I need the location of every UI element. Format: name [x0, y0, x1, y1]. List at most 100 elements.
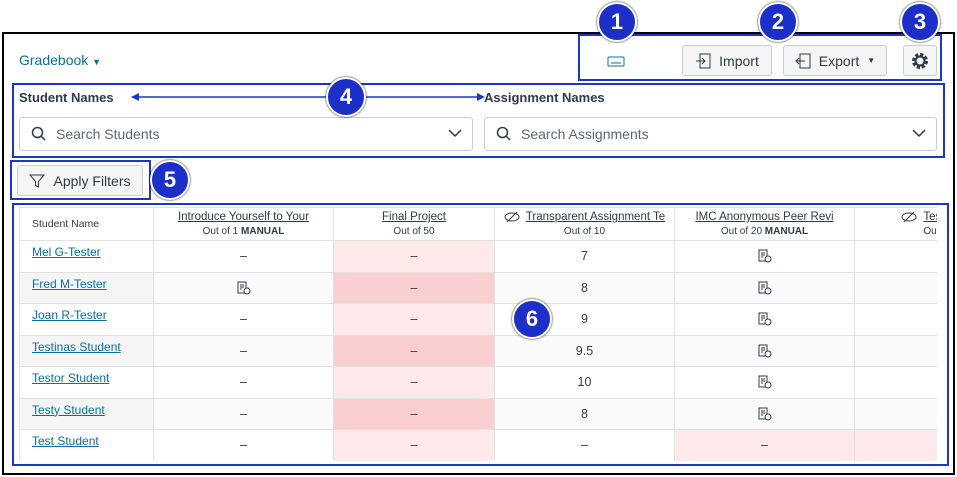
grade: – [581, 438, 588, 453]
header-text: Student Name [32, 218, 100, 230]
grade-cell[interactable]: – [334, 241, 495, 273]
student-link[interactable]: Testor Student [32, 371, 110, 385]
student-link[interactable]: Fred M-Tester [32, 276, 107, 291]
grade-cell[interactable]: 10 [495, 367, 675, 399]
column-points: Out of [923, 226, 937, 237]
settings-button[interactable] [903, 45, 937, 76]
grade: – [240, 249, 247, 264]
grade: 8 [581, 406, 588, 421]
keyboard-icon[interactable] [607, 54, 625, 68]
points: Out of 20 [720, 226, 763, 237]
column-points: Out of 50 [393, 226, 434, 237]
column-header: Final Project Out of 50 [334, 208, 495, 241]
grade: 9.5 [575, 343, 594, 358]
student-link[interactable]: Joan R-Tester [32, 308, 107, 322]
export-button[interactable]: Export ▼ [783, 45, 887, 76]
student-search[interactable]: Search Students [19, 117, 473, 151]
callout: 5 [150, 160, 190, 200]
student-cell: Test Student [20, 430, 154, 461]
grade-cell[interactable]: – [154, 430, 334, 461]
grade: – [410, 375, 418, 390]
pending-icon [758, 344, 771, 358]
grade-cell[interactable] [675, 398, 855, 430]
grade-cell[interactable] [855, 398, 937, 430]
column-header: IMC Anonymous Peer Revi Out of 20 MANUAL [675, 208, 855, 241]
column-title-row: Testing M [901, 211, 937, 223]
points: Out of 10 [563, 226, 606, 237]
grade: – [410, 312, 418, 327]
grade-cell[interactable]: – [154, 241, 334, 273]
student-link[interactable]: Testinas Student [32, 339, 121, 354]
grade-cell[interactable]: – [154, 335, 334, 367]
grade-cell[interactable]: – [334, 430, 495, 461]
grade-cell[interactable]: 7 [495, 241, 675, 273]
grade-cell[interactable]: 8 [495, 272, 675, 304]
grade-cell[interactable]: 9.5 [495, 335, 675, 367]
grade-cell[interactable]: – [154, 367, 334, 399]
points: Out of [923, 226, 937, 237]
column-title[interactable]: Transparent Assignment Te [525, 211, 666, 223]
apply-label: Apply Filters [53, 172, 131, 189]
screenshot-frame [2, 32, 955, 475]
import-button[interactable]: Import [682, 45, 772, 76]
grade-cell[interactable] [855, 304, 937, 336]
points: Out of 1 [202, 226, 239, 237]
gear-icon [912, 52, 928, 69]
grade-cell[interactable] [675, 241, 855, 273]
grade-cell[interactable]: – [334, 335, 495, 367]
grade: – [240, 312, 247, 327]
column-title[interactable]: IMC Anonymous Peer Revi [695, 211, 834, 223]
apply-filters-button[interactable]: Apply Filters [17, 165, 143, 196]
grade-cell[interactable] [855, 430, 937, 461]
grade-cell[interactable] [855, 272, 937, 304]
grade-cell[interactable] [855, 335, 937, 367]
callout: 4 [326, 77, 366, 117]
callout: 3 [900, 2, 940, 42]
assignment-placeholder: Search Assignments [521, 126, 649, 142]
column-header: Introduce Yourself to Your Out of 1 MANUA… [154, 208, 334, 241]
grade-cell[interactable] [855, 241, 937, 273]
student-cell: Testinas Student [20, 335, 154, 367]
student-filter-label: Student Names [19, 90, 114, 105]
grade-grid: Student Name Introduce Yourself to Your Ou… [19, 207, 937, 461]
grade: – [240, 343, 247, 358]
pending-icon [758, 249, 771, 263]
grade-cell[interactable]: – [154, 398, 334, 430]
column-title-row: Final Project [382, 211, 446, 223]
import-label: Import [719, 52, 759, 69]
grade-cell[interactable] [675, 304, 855, 336]
gradebook-menu[interactable]: Gradebook ▼ [19, 52, 102, 68]
column-points: Out of 20 MANUAL [721, 226, 808, 237]
callout: 2 [758, 2, 798, 42]
grade-cell[interactable] [675, 335, 855, 367]
grade: 10 [577, 375, 592, 390]
grade: – [240, 438, 247, 453]
column-title[interactable]: Final Project [382, 211, 446, 223]
export-label: Export [818, 52, 860, 69]
tag: MANUAL [241, 226, 285, 237]
grade-cell[interactable]: – [334, 367, 495, 399]
grade-cell[interactable]: – [334, 272, 495, 304]
student-link[interactable]: Mel G-Tester [32, 245, 101, 259]
column-title[interactable]: Introduce Yourself to Your [177, 211, 310, 223]
assignment-filter-label: Assignment Names [484, 90, 605, 105]
grade-cell[interactable]: – [334, 398, 495, 430]
student-cell: Testor Student [20, 367, 154, 399]
grade-cell[interactable]: 8 [495, 398, 675, 430]
student-link[interactable]: Testy Student [32, 402, 105, 417]
grade-cell[interactable] [675, 272, 855, 304]
grade-cell[interactable] [154, 272, 334, 304]
grade-cell[interactable]: – [334, 304, 495, 336]
assignment-search[interactable]: Search Assignments [484, 117, 937, 151]
column-title[interactable]: Testing M [923, 211, 937, 223]
student-link[interactable]: Test Student [32, 434, 99, 448]
grade: – [410, 249, 418, 264]
grade-cell[interactable] [855, 367, 937, 399]
grade: – [410, 280, 418, 295]
grade-cell[interactable]: – [675, 430, 855, 461]
grade-cell[interactable]: – [154, 304, 334, 336]
grade-cell[interactable]: – [495, 430, 675, 461]
grade-cell[interactable] [675, 367, 855, 399]
filters-highlight [12, 83, 945, 158]
